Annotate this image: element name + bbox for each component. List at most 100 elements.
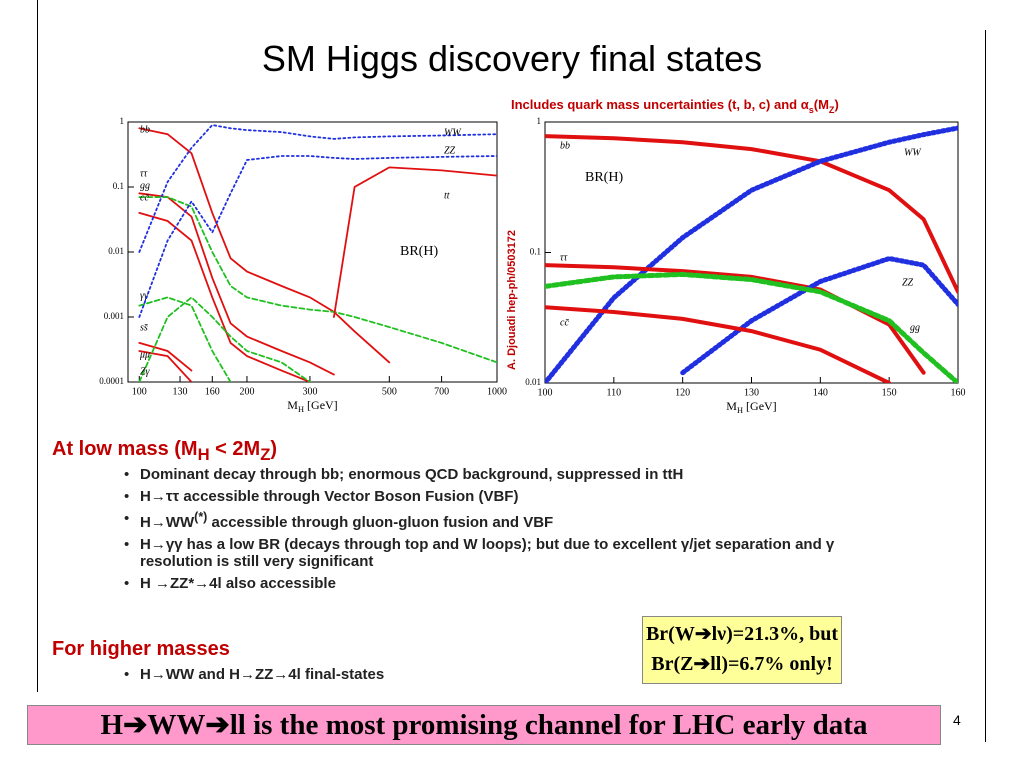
text-part: H→γγ has a low BR (decays through top an… (140, 536, 835, 570)
text-part: (*) (194, 510, 208, 524)
x-tick-label: 130 (173, 386, 188, 397)
text-part: H→ττ accessible through Vector Boson Fus… (140, 488, 519, 505)
series-label: tt (444, 190, 450, 201)
text-part: M (287, 398, 298, 412)
series-line (138, 124, 497, 253)
annotation: BR(H) (400, 244, 438, 259)
bullet: H→WW(*) accessible through gluon-gluon f… (124, 510, 860, 531)
series-label: cc̄ (140, 192, 150, 203)
text-part: H →ZZ*→4l also accessible (140, 575, 336, 592)
bullet: H→ττ accessible through Vector Boson Fus… (124, 488, 860, 505)
text-part: < 2M (209, 438, 261, 460)
series-label: bb (560, 140, 570, 151)
series-label: gg (910, 322, 920, 333)
slide-title: SM Higgs discovery final states (261, 38, 763, 79)
text-part: M (726, 399, 737, 413)
chart-title: Includes quark mass uncertainties (t, b,… (511, 97, 839, 115)
series-label: WW (904, 147, 922, 158)
x-tick-label: 130 (744, 387, 759, 398)
y-tick-label: 0.0001 (99, 376, 124, 386)
x-tick-label: 150 (882, 387, 897, 398)
series-line (545, 134, 958, 294)
text-part: ) (834, 97, 838, 112)
text-part: H→WW (140, 514, 195, 531)
series-label: gg (140, 180, 150, 191)
series-label: ττ (140, 168, 148, 179)
annotation: BR(H) (585, 170, 623, 185)
banner: H➔WW➔ll is the most promising channel fo… (27, 705, 941, 745)
x-tick-label: 200 (239, 386, 254, 397)
series-line (138, 196, 497, 364)
text-part: H (298, 405, 304, 414)
series-line (138, 192, 335, 376)
series-line (333, 166, 497, 318)
low-mass-list: Dominant decay through bb; enormous QCD … (120, 466, 860, 597)
side-note: A. Djouadi hep-ph/0503172 (506, 230, 518, 370)
y-tick-label: 0.01 (108, 246, 124, 256)
charts: 1 0.1 0.01 0.001 0.0001 100 130 160 200 300 500 700… (99, 97, 966, 416)
high-mass-list: H→WW and H→ZZ→4l final-states (120, 666, 640, 688)
series-label: ZZ (444, 145, 456, 156)
series-line (138, 155, 497, 318)
series-label: WW (444, 127, 462, 138)
text-part: Dominant decay through bb; enormous QCD … (140, 466, 684, 483)
series-line (138, 350, 193, 382)
x-tick-label: 110 (607, 387, 622, 398)
series-line (545, 263, 926, 375)
x-tick-label: 160 (205, 386, 220, 397)
series-line (138, 212, 311, 382)
note-line: Br(W➔lν)=21.3%, but (645, 623, 839, 645)
series-label: bb (140, 124, 150, 135)
x-tick-label: 1000 (487, 386, 507, 397)
x-axis-label: MH [GeV] (287, 398, 337, 415)
y-tick-label: 0.01 (525, 377, 541, 387)
series-label: Zγ (140, 366, 151, 377)
series-line (138, 296, 232, 382)
low-mass-heading: At low mass (MH < 2MZ) (52, 438, 277, 465)
series-label: ZZ (902, 277, 914, 288)
text-part: Includes quark mass uncertainties (t, b,… (511, 97, 809, 112)
text-part: Z (829, 105, 835, 115)
note-line: Br(Z➔ll)=6.7% only! (651, 653, 833, 675)
series-label: γγ (140, 290, 149, 301)
y-tick-label: 0.1 (113, 181, 124, 191)
series-label: ττ (560, 252, 568, 263)
text-part: ) (270, 438, 278, 460)
bullet: Dominant decay through bb; enormous QCD … (124, 466, 860, 483)
text-part: At low mass (M (52, 438, 198, 460)
y-tick-label: 1 (120, 116, 125, 126)
x-axis-label: MH [GeV] (726, 399, 776, 416)
text-part: [GeV] (743, 399, 777, 413)
bullet: H →ZZ*→4l also accessible (124, 575, 860, 592)
x-tick-label: 300 (302, 386, 317, 397)
x-tick-label: 700 (434, 386, 449, 397)
series-line (138, 127, 391, 364)
series-line (138, 296, 311, 382)
page-number: 4 (953, 712, 961, 728)
text-part: Z (260, 445, 271, 464)
x-tick-label: 160 (951, 387, 966, 398)
series-label: ss̄ (140, 322, 148, 333)
y-tick-label: 0.001 (104, 311, 124, 321)
left-rule (37, 0, 38, 692)
series-label: cc̄ (560, 317, 570, 328)
series-line (545, 271, 958, 383)
series-label: μμ (139, 349, 150, 360)
text-part: (M (814, 97, 829, 112)
y-tick-label: 0.1 (530, 247, 541, 257)
text-part: H (197, 445, 210, 464)
x-tick-label: 100 (538, 387, 553, 398)
x-tick-label: 120 (675, 387, 690, 398)
text-part: s (809, 105, 814, 115)
bullet: H→γγ has a low BR (decays through top an… (124, 536, 860, 570)
text-part: [GeV] (304, 398, 338, 412)
high-mass-heading: For higher masses (52, 638, 230, 660)
right-rule (985, 30, 986, 742)
series-line (545, 125, 958, 383)
x-tick-label: 140 (813, 387, 828, 398)
text-part: H (737, 406, 743, 415)
series-line (545, 305, 892, 383)
note-box: Br(W➔lν)=21.3%, but Br(Z➔ll)=6.7% only! (642, 616, 842, 684)
plot-frame (544, 121, 959, 384)
